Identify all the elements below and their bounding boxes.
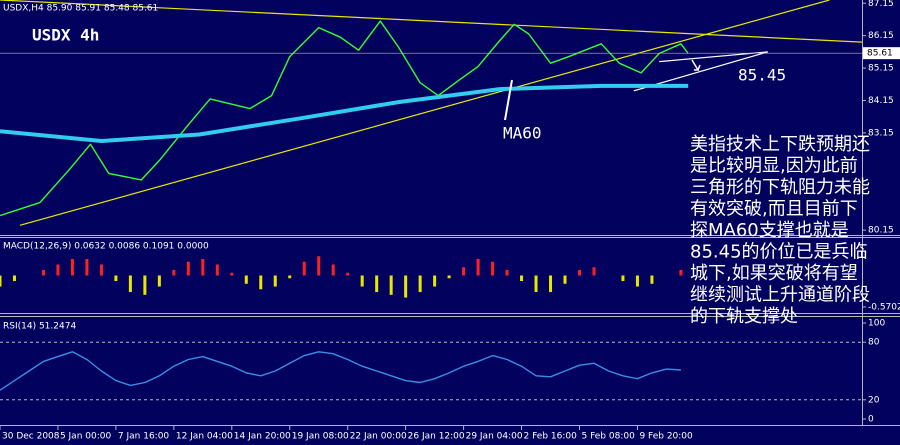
x-tick-label: 19 Jan 08:00 [292,432,349,442]
histogram-bar [143,275,147,295]
commentary-line: 探MA60支撑也就是 [690,220,849,241]
x-tick-label: 30 Dec 2008 [2,432,60,442]
histogram-bar [549,275,553,293]
commentary-line: 城下,如果突破将有望 [690,263,858,284]
histogram-bar [360,275,364,287]
commentary: 美指技术上下跌预期还是比较明显,因为此前三角形的下轨阻力未能有效突破,而且目前下… [690,134,870,327]
histogram-bar [244,275,248,284]
histogram-bar [520,275,524,282]
histogram-bar [157,275,161,287]
x-tick-label: 5 Feb 08:00 [581,432,635,442]
histogram-bar [462,267,466,276]
y-tick-label: -0.5702 [868,302,900,312]
histogram-bar [317,256,321,276]
chart-title: USDX,H4 85.90 85.91 85.48 85.61 [3,4,158,14]
histogram-bar [259,275,263,290]
y-tick-label: 0 [868,414,874,424]
trendline [659,51,768,63]
histogram-bar [418,275,422,293]
commentary-line: 美指技术上下跌预期还 [690,134,870,155]
histogram-bar [114,275,118,282]
y-tick-label: 80 [868,338,880,348]
histogram-bar [447,275,451,279]
histogram-bar [375,275,379,293]
histogram-bar [433,275,437,287]
current-price-box [863,47,900,60]
series-line [0,83,689,143]
x-tick-label: 2 Feb 16:00 [524,432,578,442]
panel-title: RSI(14) 51.2474 [3,322,76,332]
trendline [19,0,830,226]
ma-label: MA60 [503,124,542,143]
histogram-bar [505,269,509,276]
histogram-bar [650,275,654,284]
arrow [691,59,701,71]
panel-title: MACD(12,26,9) 0.0632 0.0086 0.1091 0.000… [3,242,209,252]
y-tick-label: 87.15 [868,0,894,9]
commentary-line: 的下轨支撑处 [690,306,798,327]
histogram-bar [534,275,538,293]
y-tick-label: 86.15 [868,31,894,41]
histogram-bar [230,272,234,276]
y-tick-label: 100 [868,318,885,328]
histogram-bar [621,275,625,282]
commentary-line: 三角形的下轨阻力未能 [690,177,870,198]
histogram-bar [128,275,132,293]
histogram-bar [172,269,176,276]
pointer [504,79,513,121]
current-price-label: 85.61 [867,49,893,59]
histogram-bar [476,258,480,276]
histogram-bar [70,258,74,276]
annotation: 85.45 [738,66,786,85]
histogram-bar [679,269,683,276]
histogram-bar [288,275,292,279]
panel-borders [0,0,900,426]
x-tick-label: 7 Jan 16:00 [118,432,170,442]
histogram-bar [635,275,639,287]
histogram-bar [0,275,2,287]
y-tick-label: 80.15 [868,226,894,236]
commentary-line: 有效突破,而且目前下 [690,199,858,220]
histogram-bar [577,269,581,276]
histogram-bar [491,261,495,276]
histogram-bar [85,258,89,276]
histogram-bar [563,275,567,284]
histogram-bar [302,261,306,276]
x-tick-label: 29 Jan 04:00 [466,432,523,442]
commentary-line: 85.45的价位已是兵临 [690,242,868,263]
histogram-bar [592,267,596,276]
chart-subtitle: USDX 4h [32,26,99,45]
y-tick-label: 83.15 [868,128,894,138]
histogram-bar [201,258,205,276]
histogram-bar [404,275,408,298]
commentary-line: 是比较明显,因为此前 [690,156,858,177]
x-tick-label: 14 Jan 20:00 [234,432,291,442]
commentary-line: 继续测试上升通道阶段 [690,285,870,306]
histogram-bar [331,264,335,276]
x-tick-label: 12 Jan 04:00 [176,432,233,442]
y-tick-label: 85.15 [868,64,894,74]
trendline [0,0,863,43]
histogram-bar [346,272,350,276]
histogram-bar [56,264,60,276]
y-tick-label: 84.15 [868,96,894,106]
y-tick-label: 20 [868,395,880,405]
histogram-bar [186,261,190,276]
histogram-bar [389,275,393,295]
x-tick-label: 22 Jan 00:00 [350,432,407,442]
histogram-bar [41,269,45,276]
series-line [0,20,689,217]
histogram-bar [215,264,219,276]
x-tick-label: 9 Feb 20:00 [639,432,693,442]
x-tick-label: 26 Jan 12:00 [408,432,465,442]
histogram-bar [12,275,16,282]
histogram-bar [273,275,277,287]
histogram-bar [99,264,103,276]
series-line [0,351,681,391]
x-tick-label: 5 Jan 00:00 [60,432,112,442]
